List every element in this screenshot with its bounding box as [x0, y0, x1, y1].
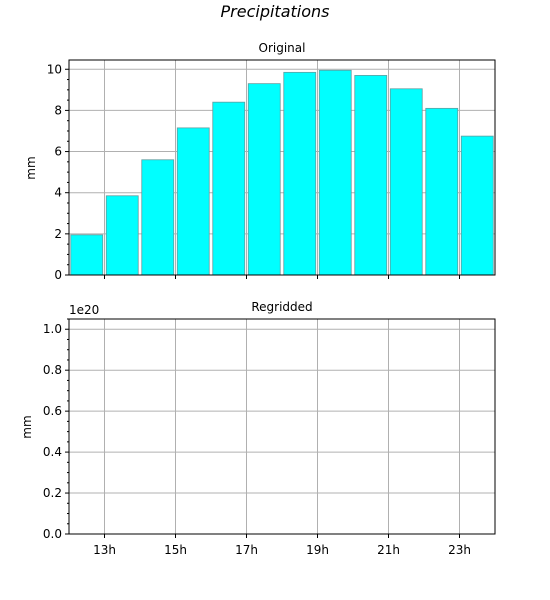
y-tick-label: 0.4 [43, 445, 62, 459]
axes-frame-original [68, 59, 496, 276]
x-tick-label: 13h [93, 543, 116, 557]
y-tick-label: 1.0 [43, 322, 62, 336]
ticks-original: 0 2 4 6 8 10 [47, 62, 460, 282]
ticks-regridded: 0.0 0.2 0.4 0.6 0.8 1.0 13h 15h 17h 19h 21h 23h [43, 318, 471, 557]
chart-original: Original mm 0 2 4 6 8 10 [24, 41, 496, 282]
x-tick-label: 15h [164, 543, 187, 557]
y-tick-label: 0.2 [43, 486, 62, 500]
y-tick-label: 2 [54, 227, 62, 241]
x-tick-label: 19h [306, 543, 329, 557]
bar [460, 135, 494, 275]
chart-title-regridded: Regridded [251, 300, 312, 314]
grid-original [69, 60, 495, 276]
y-tick-label: 8 [54, 103, 62, 117]
grid-regridded [69, 319, 495, 535]
y-tick-label: 4 [54, 186, 62, 200]
x-tick-label: 21h [377, 543, 400, 557]
y-tick-label: 0.0 [43, 527, 62, 541]
y-tick-label: 0.6 [43, 404, 62, 418]
x-tick-label: 23h [448, 543, 471, 557]
figure-title: Precipitations [221, 2, 330, 21]
bar [141, 159, 175, 275]
x-tick-label: 17h [235, 543, 258, 557]
chart-title-original: Original [259, 41, 306, 55]
bar [425, 107, 459, 275]
bar [354, 75, 388, 275]
axes-frame-regridded [68, 318, 496, 535]
bar [318, 69, 352, 275]
y-offset-label: 1e20 [69, 303, 99, 317]
y-tick-label: 0 [54, 268, 62, 282]
bar [212, 101, 246, 275]
bars-original [70, 69, 494, 275]
bar [389, 88, 423, 275]
bar [247, 83, 281, 275]
bar [283, 71, 317, 275]
y-axis-label-original: mm [24, 156, 38, 179]
y-axis-label-regridded: mm [20, 415, 34, 438]
y-tick-label: 6 [54, 145, 62, 159]
y-tick-label: 10 [47, 62, 62, 76]
chart-regridded: Regridded mm 1e20 0.0 0.2 0.4 0.6 0.8 1.0 13h 1… [20, 300, 496, 557]
bar [70, 234, 104, 275]
y-tick-label: 0.8 [43, 363, 62, 377]
bar [176, 127, 210, 275]
bar [105, 195, 139, 275]
